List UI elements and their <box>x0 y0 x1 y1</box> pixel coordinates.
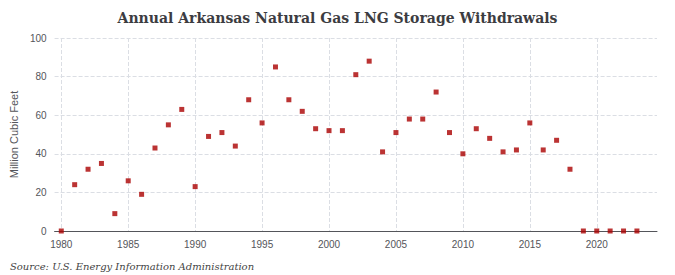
svg-text:2010: 2010 <box>452 239 475 250</box>
svg-text:1985: 1985 <box>117 239 140 250</box>
svg-text:0: 0 <box>41 226 47 237</box>
svg-text:Annual Arkansas Natural Gas LN: Annual Arkansas Natural Gas LNG Storage … <box>117 10 558 26</box>
svg-text:2015: 2015 <box>519 239 542 250</box>
svg-text:1995: 1995 <box>251 239 274 250</box>
svg-text:Million Cubic Feet: Million Cubic Feet <box>8 91 20 178</box>
svg-text:2000: 2000 <box>318 239 341 250</box>
svg-text:80: 80 <box>35 71 47 82</box>
svg-text:2005: 2005 <box>385 239 408 250</box>
svg-text:Source: U.S. Energy Informatio: Source: U.S. Energy Information Administ… <box>10 261 254 272</box>
svg-text:2020: 2020 <box>586 239 609 250</box>
svg-text:40: 40 <box>35 148 47 159</box>
svg-text:1980: 1980 <box>50 239 73 250</box>
svg-text:20: 20 <box>35 187 47 198</box>
svg-text:1990: 1990 <box>184 239 207 250</box>
svg-text:100: 100 <box>30 33 47 44</box>
svg-text:60: 60 <box>35 110 47 121</box>
